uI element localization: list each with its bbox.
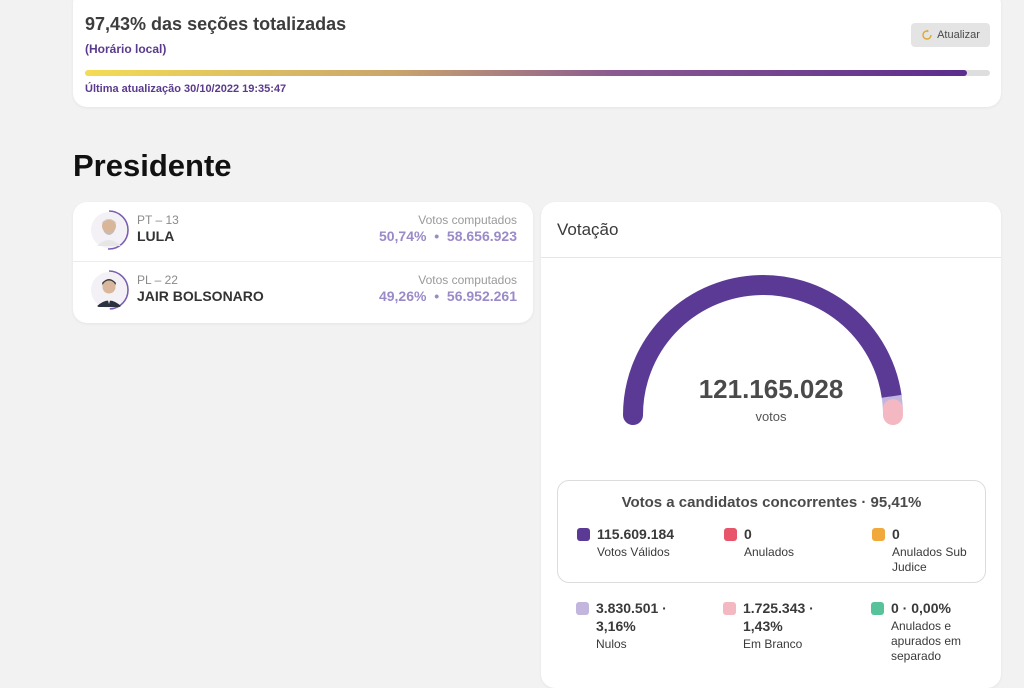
candidate-votes: 49,26% • 56.952.261: [379, 288, 517, 304]
totalization-title: 97,43% das seções totalizadas: [85, 14, 347, 34]
refresh-button[interactable]: Atualizar: [911, 23, 990, 47]
legend-label: Anulados: [744, 545, 795, 559]
candidate-name: LULA: [137, 228, 175, 244]
totalization-status-card: 97,43% das seções totalizadas (Horário l…: [73, 0, 1001, 107]
valid-votes-title: Votos a candidatos concorrentes · 95,41%: [621, 494, 922, 511]
voting-title: Votação: [557, 220, 619, 239]
legend-value: 0: [744, 526, 752, 542]
legend-label: Anulados Sub Judice: [892, 545, 967, 574]
candidate-party: PL – 22: [137, 273, 178, 287]
votes-gauge: [623, 275, 904, 425]
votes-computed-label: Votos computados: [418, 273, 517, 287]
valid-votes-box: Votos a candidatos concorrentes · 95,41%…: [557, 480, 986, 583]
candidate-avatar-bolsonaro: [89, 270, 129, 310]
candidate-row-lula[interactable]: PT – 13 LULA Votos computados 50,74% • 5…: [73, 202, 533, 262]
legend-swatch: [872, 528, 885, 541]
local-time-note: (Horário local): [85, 42, 167, 56]
candidate-avatar-lula: [89, 210, 129, 250]
total-votes: 121.165.028: [698, 374, 844, 404]
totalization-progress-bar: [85, 70, 990, 76]
legend-swatch: [577, 528, 590, 541]
candidate-name: JAIR BOLSONARO: [137, 288, 264, 304]
legend-swatch: [723, 602, 736, 615]
refresh-label: Atualizar: [937, 29, 980, 41]
legend-value: 3.830.501 · 3,16%: [596, 600, 667, 634]
total-votes-unit: votos: [755, 409, 787, 424]
candidate-votes: 50,74% • 58.656.923: [379, 228, 517, 244]
candidate-percent: 50,74%: [378, 228, 427, 244]
voting-divider: [541, 257, 1001, 258]
legend-label: Em Branco: [743, 637, 803, 651]
votes-computed-label: Votos computados: [418, 213, 517, 227]
legend-value: 1.725.343 · 1,43%: [743, 600, 814, 634]
totalization-progress-fill: [85, 70, 967, 76]
votes-separator: •: [434, 228, 440, 244]
legend-swatch: [724, 528, 737, 541]
page-title: Presidente: [73, 148, 232, 183]
legend-swatch: [576, 602, 589, 615]
legend-label: Nulos: [596, 637, 627, 651]
candidates-list: PT – 13 LULA Votos computados 50,74% • 5…: [73, 202, 533, 323]
legend-value: 115.609.184: [597, 526, 675, 542]
candidate-party: PT – 13: [137, 213, 179, 227]
legend-value: 0: [892, 526, 900, 542]
voting-summary-card: Votação 121.165.028 votos Votos a candid…: [541, 202, 1001, 688]
refresh-icon: [922, 29, 932, 40]
candidate-vote-count: 56.952.261: [446, 288, 517, 304]
legend-label: Anulados e apurados em separado: [891, 619, 962, 663]
gauge-segment-valid: [623, 275, 902, 425]
candidate-percent: 49,26%: [378, 288, 427, 304]
candidate-vote-count: 58.656.923: [446, 228, 517, 244]
last-update-text: Última atualização 30/10/2022 19:35:47: [85, 83, 287, 95]
legend-value: 0 · 0,00%: [891, 600, 951, 616]
votes-separator: •: [434, 288, 440, 304]
legend-swatch: [871, 602, 884, 615]
candidate-row-bolsonaro[interactable]: PL – 22 JAIR BOLSONARO Votos computados …: [73, 262, 533, 322]
legend-label: Votos Válidos: [597, 545, 670, 559]
